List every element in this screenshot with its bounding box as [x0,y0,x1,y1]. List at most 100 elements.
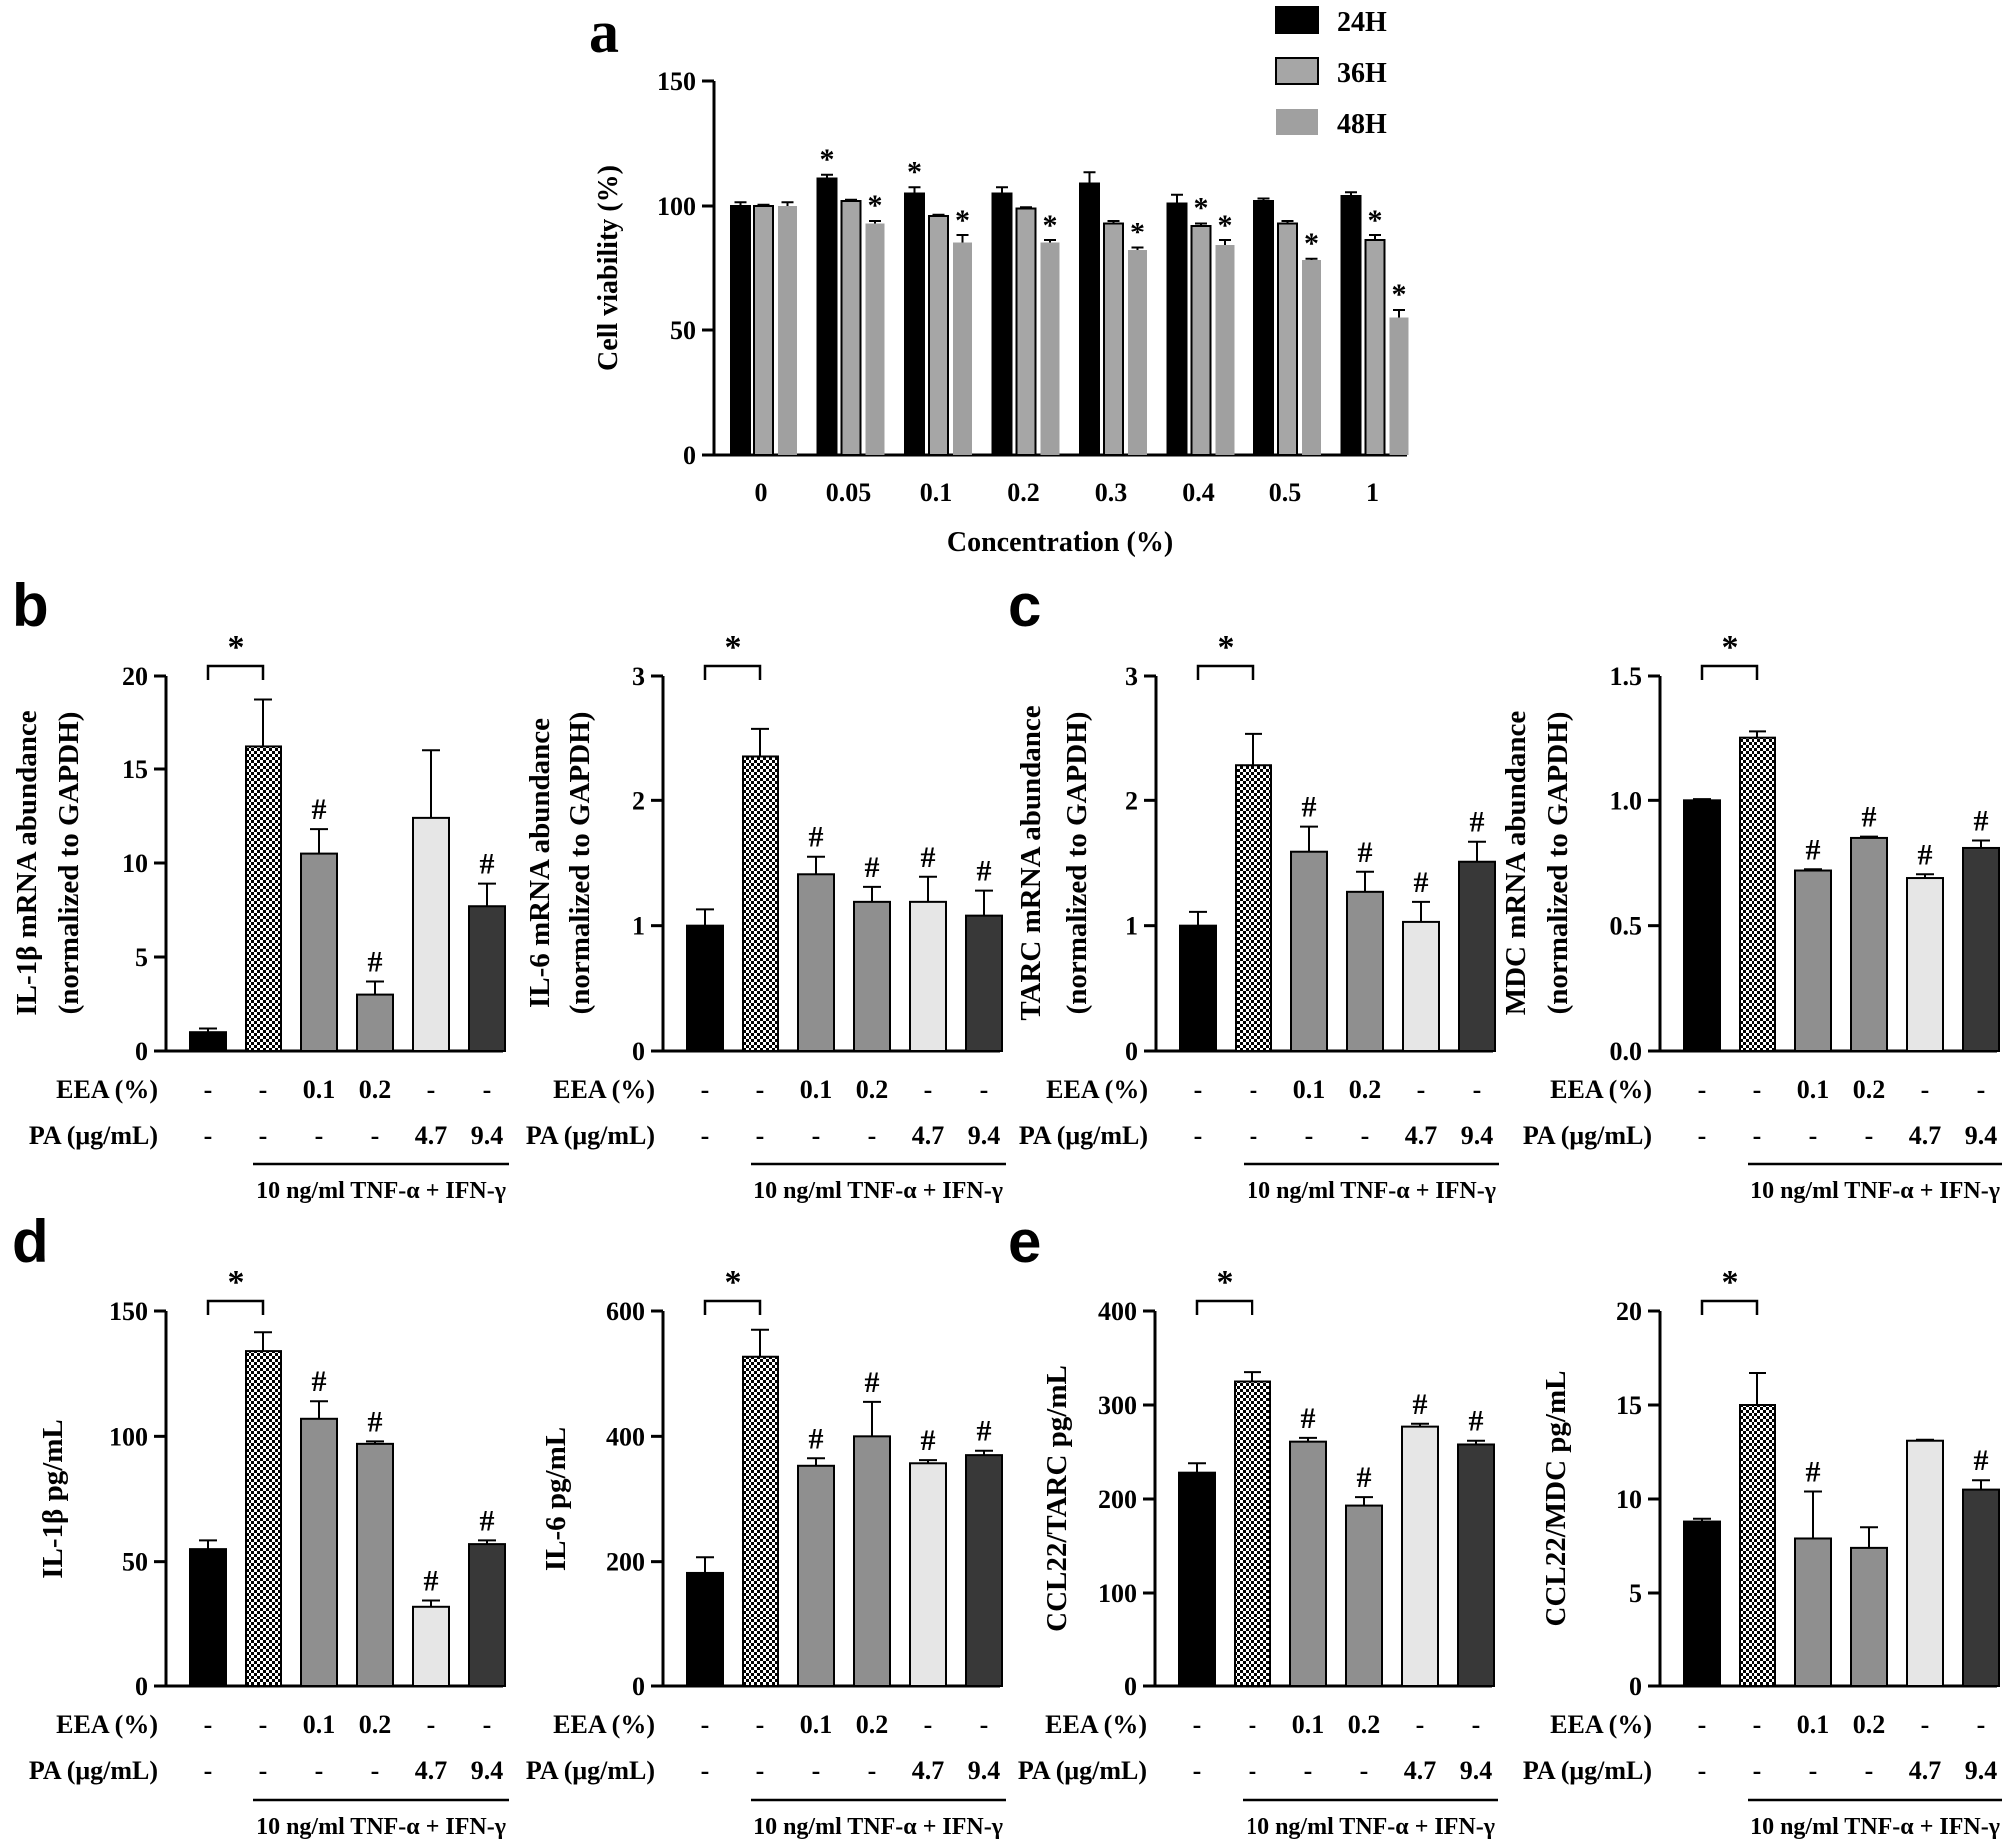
x-tick-label: 1 [1366,478,1379,507]
pa-value: - [204,1756,213,1785]
bar [1739,736,1776,1053]
eea-value: 0.2 [359,1710,392,1739]
eea-value: - [259,1075,268,1104]
x-tick-label: 0.2 [1007,478,1040,507]
chart-2: 0 1 2 3 IL-6 mRNA abundance (normalized to GA… [524,629,1006,1204]
y-axis-title: TARC mRNA abundance [1015,705,1047,1020]
bar [909,1462,947,1688]
y-tick-label: 20 [1616,1297,1642,1326]
significance-hash: # [480,848,495,881]
pa-value: - [1698,1756,1707,1785]
bar [1040,242,1060,455]
y-tick-label: 0 [632,1672,645,1701]
x-axis-title: Concentration (%) [947,527,1173,558]
y-tick-label: 0.5 [1610,912,1643,941]
significance-hash: # [921,1424,936,1457]
bar [1015,207,1037,456]
x-tick-label: 0.1 [920,478,953,507]
eea-value: 0.2 [1348,1710,1381,1739]
eea-row-label: EEA (%) [553,1710,655,1739]
significance-hash: # [312,1365,327,1398]
eea-value: - [204,1710,213,1739]
legend-label: 48H [1337,109,1387,140]
eea-row-label: EEA (%) [56,1075,158,1104]
bar [356,1442,394,1688]
eea-value: - [483,1075,492,1104]
y-tick-label: 200 [1098,1485,1137,1514]
significance-hash: # [809,821,824,854]
bar [1128,250,1147,455]
pa-value: - [1753,1756,1762,1785]
significance-bracket [1196,664,1255,680]
bar [1289,1440,1327,1688]
eea-value: - [1698,1075,1707,1104]
eea-value: 0.1 [303,1075,336,1104]
legend-label: 24H [1337,7,1387,38]
chart-a: 0 50 100 150 Cell viability (%) Concentration… [593,6,1409,558]
pa-row-label: PA (μg/mL) [526,1756,655,1785]
significance-hash: # [865,851,880,884]
pa-value: - [756,1121,765,1150]
y-axis-title: CCL22/MDC pg/mL [1540,1371,1572,1627]
y-tick-label: 400 [1098,1297,1137,1326]
y-axis-title: MDC mRNA abundance [1500,711,1532,1016]
pa-value: 4.7 [1909,1121,1942,1150]
pa-value: 9.4 [471,1756,504,1785]
y-axis-title: Cell viability (%) [593,165,624,371]
y-tick-label: 100 [109,1422,148,1451]
eea-value: 0.2 [1853,1075,1886,1104]
panel-label: d [12,1208,49,1275]
y-axis-title: CCL22/TARC pg/mL [1041,1365,1073,1632]
y-tick-label: 100 [1098,1579,1137,1608]
chart-4: 0.0 0.5 1.0 1.5 MDC mRNA abundance (normalize… [1500,629,2002,1204]
y-tick-label: 2 [632,786,645,815]
significance-star: * [955,204,970,236]
significance-hash: # [368,945,383,978]
pa-row-label: PA (μg/mL) [1018,1756,1147,1785]
significance-star: * [1722,629,1739,666]
y-tick-label: 1.0 [1610,786,1643,815]
eea-value: 0.1 [1797,1710,1830,1739]
significance-hash: # [1413,1388,1428,1421]
y-tick-label: 200 [606,1548,645,1577]
eea-value: - [1250,1075,1258,1104]
pa-value: - [1865,1756,1874,1785]
significance-star: * [907,155,922,188]
bar [300,852,338,1052]
significance-star: * [1217,1264,1234,1301]
y-tick-label: 0.0 [1610,1037,1643,1066]
panel-label: c [1008,572,1041,639]
bar [753,205,774,456]
pa-value: - [315,1756,324,1785]
stimulus-label: 10 ng/ml TNF-α + IFN-γ [1246,1814,1495,1840]
eea-value: - [1249,1710,1257,1739]
pa-value: - [701,1121,710,1150]
y-tick-label: 0 [632,1037,645,1066]
y-tick-label: 5 [135,943,148,972]
bar [853,1435,891,1688]
significance-star: * [1130,217,1145,249]
bar [797,873,835,1053]
eea-row-label: EEA (%) [1550,1710,1652,1739]
pa-value: - [315,1121,324,1150]
bar [1190,225,1212,456]
significance-star: * [1043,209,1058,241]
eea-row-label: EEA (%) [1550,1075,1652,1104]
bar [1166,202,1188,456]
pa-value: - [1194,1121,1203,1150]
y-tick-label: 2 [1125,786,1138,815]
bar [1850,836,1888,1053]
bar [953,242,972,455]
significance-hash: # [1357,1461,1372,1494]
eea-value: - [1416,1710,1425,1739]
y-tick-label: 1 [632,912,645,941]
eea-value: - [259,1710,268,1739]
eea-row-label: EEA (%) [1045,1710,1147,1739]
pa-value: 9.4 [471,1121,504,1150]
eea-value: - [1193,1710,1202,1739]
pa-row-label: PA (μg/mL) [29,1121,158,1150]
eea-row-label: EEA (%) [56,1710,158,1739]
panel-label-a: a [589,0,619,65]
y-tick-label: 0 [135,1037,148,1066]
bar [1906,877,1944,1052]
